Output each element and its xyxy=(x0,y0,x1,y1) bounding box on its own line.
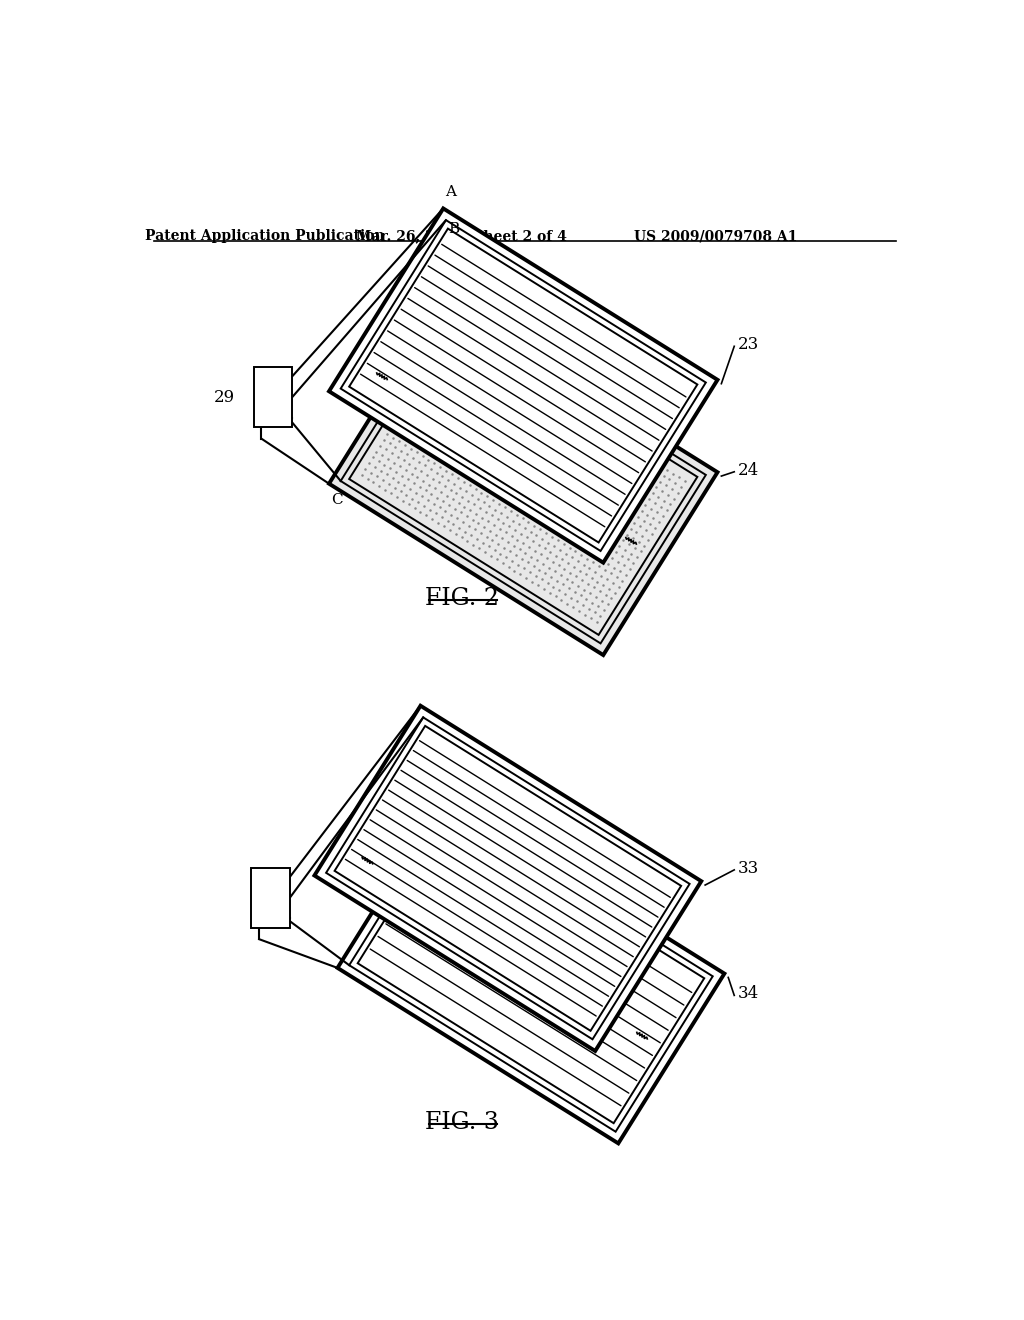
Polygon shape xyxy=(314,706,701,1051)
Polygon shape xyxy=(335,726,681,1031)
Polygon shape xyxy=(338,799,724,1143)
Text: A: A xyxy=(445,185,457,199)
Polygon shape xyxy=(349,228,697,543)
Text: 33: 33 xyxy=(737,859,759,876)
Polygon shape xyxy=(357,818,705,1123)
Polygon shape xyxy=(341,313,706,643)
Text: Mar. 26, 2009  Sheet 2 of 4: Mar. 26, 2009 Sheet 2 of 4 xyxy=(356,230,567,243)
Text: Patent Application Publication: Patent Application Publication xyxy=(145,230,385,243)
Bar xyxy=(254,367,292,428)
Text: FIG. 2: FIG. 2 xyxy=(425,587,499,610)
Polygon shape xyxy=(349,809,713,1131)
Text: 23: 23 xyxy=(737,337,759,354)
Polygon shape xyxy=(349,321,697,635)
Bar xyxy=(252,867,290,928)
Text: FIG. 3: FIG. 3 xyxy=(425,1111,499,1134)
Text: B: B xyxy=(449,222,460,236)
Text: US 2009/0079708 A1: US 2009/0079708 A1 xyxy=(634,230,798,243)
Polygon shape xyxy=(329,301,718,655)
Text: 29: 29 xyxy=(213,388,234,405)
Polygon shape xyxy=(326,717,689,1039)
Polygon shape xyxy=(329,209,718,562)
Polygon shape xyxy=(341,220,706,550)
Text: 24: 24 xyxy=(737,462,759,479)
Text: C: C xyxy=(332,492,343,507)
Text: 34: 34 xyxy=(737,985,759,1002)
